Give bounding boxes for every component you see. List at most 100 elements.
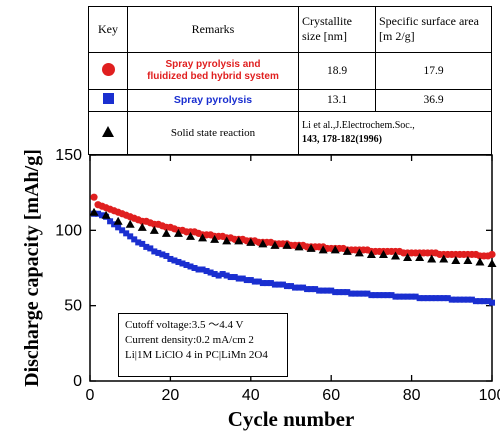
data-point-blue-square bbox=[308, 286, 315, 293]
y-tick-label: 150 bbox=[55, 147, 82, 164]
data-point-black-triangle bbox=[415, 252, 425, 261]
data-point-blue-square bbox=[195, 266, 202, 273]
data-point-black-triangle bbox=[330, 245, 340, 254]
data-point-blue-square bbox=[255, 278, 262, 285]
data-point-blue-square bbox=[320, 287, 327, 294]
data-point-blue-square bbox=[388, 292, 395, 299]
y-tick-label: 100 bbox=[55, 222, 82, 239]
data-point-black-triangle bbox=[210, 234, 220, 243]
data-point-blue-square bbox=[312, 286, 319, 293]
data-point-blue-square bbox=[452, 296, 459, 303]
crystallite-value: 13.1 bbox=[298, 88, 376, 113]
data-point-blue-square bbox=[243, 277, 250, 284]
data-point-black-triangle bbox=[113, 216, 123, 225]
header-surface-area: Specific surface area [m 2/g] bbox=[375, 6, 492, 53]
data-point-black-triangle bbox=[403, 252, 413, 261]
table-row: Spray pyrolysis and fluidized bed hybrid… bbox=[88, 51, 492, 90]
header-key: Key bbox=[88, 6, 128, 53]
data-point-blue-square bbox=[107, 218, 114, 225]
data-point-blue-square bbox=[247, 277, 254, 284]
data-point-blue-square bbox=[428, 295, 435, 302]
data-point-blue-square bbox=[135, 239, 142, 246]
data-point-blue-square bbox=[444, 295, 451, 302]
data-point-blue-square bbox=[263, 280, 270, 287]
blue-square-icon bbox=[102, 93, 114, 105]
data-point-black-triangle bbox=[125, 219, 135, 228]
data-point-blue-square bbox=[183, 261, 190, 268]
data-point-blue-square bbox=[364, 290, 371, 297]
data-point-black-triangle bbox=[258, 239, 268, 248]
data-point-blue-square bbox=[147, 245, 154, 252]
data-point-blue-square bbox=[368, 292, 375, 299]
data-point-black-triangle bbox=[89, 207, 99, 216]
data-point-blue-square bbox=[316, 287, 323, 294]
x-tick-label: 0 bbox=[86, 387, 95, 404]
data-point-blue-square bbox=[187, 263, 194, 270]
data-point-blue-square bbox=[416, 295, 423, 302]
data-point-blue-square bbox=[239, 275, 246, 282]
data-point-blue-square bbox=[348, 290, 355, 297]
data-point-blue-square bbox=[159, 251, 166, 258]
data-point-black-triangle bbox=[342, 246, 352, 255]
data-point-black-triangle bbox=[451, 255, 461, 264]
data-point-blue-square bbox=[211, 271, 218, 278]
black-triangle-icon bbox=[102, 126, 114, 138]
data-point-black-triangle bbox=[378, 249, 388, 258]
data-point-black-triangle bbox=[294, 242, 304, 251]
data-point-blue-square bbox=[223, 272, 230, 279]
data-point-black-triangle bbox=[101, 210, 111, 219]
data-point-black-triangle bbox=[246, 237, 256, 246]
data-point-black-triangle bbox=[222, 236, 232, 245]
x-axis-label: Cycle number bbox=[228, 407, 355, 431]
data-point-blue-square bbox=[344, 289, 351, 296]
crystallite-value: 18.9 bbox=[298, 51, 376, 90]
data-point-black-triangle bbox=[487, 258, 497, 267]
data-point-blue-square bbox=[227, 274, 234, 281]
conditions-box: Cutoff voltage:3.5 ～4.4 V Current densit… bbox=[118, 313, 288, 377]
table-header-row: Key Remarks Crystallite size [nm] Specif… bbox=[88, 6, 492, 53]
key-cell bbox=[88, 111, 128, 155]
data-point-blue-square bbox=[235, 275, 242, 282]
axis-ticks bbox=[89, 154, 493, 382]
data-point-blue-square bbox=[271, 281, 278, 288]
y-axis-label: Discharge capacity [mAh/g] bbox=[21, 149, 43, 387]
y-tick-label: 50 bbox=[64, 298, 82, 315]
data-point-blue-square bbox=[215, 272, 222, 279]
data-point-blue-square bbox=[468, 296, 475, 303]
data-point-black-triangle bbox=[234, 236, 244, 245]
data-point-blue-square bbox=[171, 257, 178, 264]
data-point-blue-square bbox=[191, 265, 198, 271]
data-point-blue-square bbox=[131, 236, 138, 243]
data-point-blue-square bbox=[440, 295, 447, 302]
x-tick-label: 40 bbox=[242, 387, 260, 404]
remarks-line: Solid state reaction bbox=[170, 127, 256, 140]
data-point-blue-square bbox=[400, 293, 407, 300]
data-point-blue-square bbox=[376, 292, 383, 299]
data-point-blue-square bbox=[336, 289, 343, 296]
table-row: Spray pyrolysis 13.1 36.9 bbox=[88, 88, 492, 113]
data-point-blue-square bbox=[267, 280, 274, 287]
data-point-blue-square bbox=[288, 283, 294, 290]
data-point-blue-square bbox=[99, 212, 106, 219]
data-point-blue-square bbox=[139, 240, 146, 247]
data-point-blue-square bbox=[283, 283, 290, 290]
data-point-black-triangle bbox=[306, 243, 316, 252]
data-point-blue-square bbox=[296, 284, 303, 291]
data-point-blue-square bbox=[432, 295, 439, 302]
data-point-blue-square bbox=[424, 295, 431, 302]
data-point-blue-square bbox=[275, 281, 282, 288]
data-point-blue-square bbox=[392, 293, 399, 300]
data-point-blue-square bbox=[167, 255, 174, 262]
series-layer bbox=[89, 193, 497, 306]
data-point-blue-square bbox=[489, 299, 495, 306]
key-cell bbox=[88, 88, 128, 113]
data-point-blue-square bbox=[396, 293, 403, 300]
data-point-blue-square bbox=[115, 224, 122, 231]
table-row: Solid state reaction Li et al.,J.Electro… bbox=[88, 111, 492, 155]
tick-labels: 0 20 40 60 80 100 0 50 100 150 bbox=[55, 147, 500, 404]
data-point-blue-square bbox=[332, 289, 339, 296]
data-point-black-triangle bbox=[366, 249, 376, 258]
data-point-blue-square bbox=[420, 295, 427, 302]
x-tick-label: 80 bbox=[403, 387, 421, 404]
surface-area-value: 36.9 bbox=[375, 88, 492, 113]
